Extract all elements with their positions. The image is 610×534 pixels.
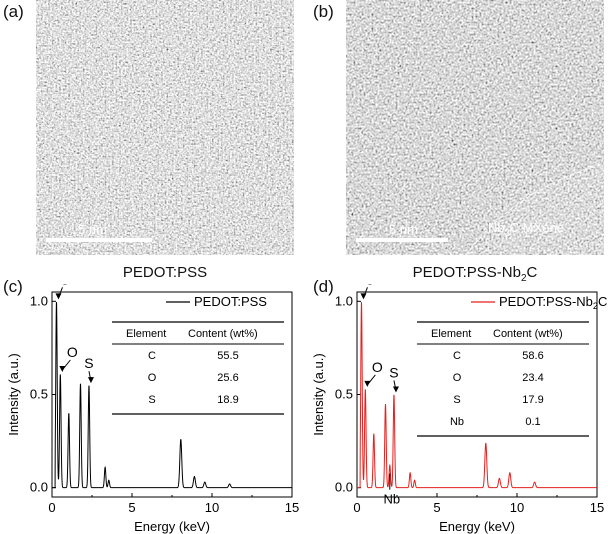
panel-label-d: (d) <box>313 277 334 296</box>
y-tick-label: 1.0 <box>30 293 48 308</box>
x-tick-label: 10 <box>205 500 219 515</box>
scalebar-label-a: 5 nm <box>78 222 107 237</box>
table-cell: C <box>148 350 156 362</box>
table-header: Element <box>126 328 166 340</box>
y-tick-label: 0.0 <box>30 480 48 495</box>
x-tick-label: 5 <box>128 500 135 515</box>
annotation-label: O <box>372 359 383 375</box>
y-tick-label: 0.0 <box>335 480 353 495</box>
x-tick-label: 5 <box>433 500 440 515</box>
caption-b: PEDOT:PSS-Nb2C <box>412 264 538 284</box>
y-tick-label: 0.5 <box>30 387 48 402</box>
annotation-label: C <box>59 284 69 287</box>
x-tick-label: 15 <box>285 500 299 515</box>
panel-label-b: (b) <box>313 2 334 21</box>
eds-chart-pedot-pss-nb2c: 0 5 10 15 0.0 0.5 1.0 Energy (keV) Intensity (a.… <box>311 284 607 534</box>
x-tick-label: 15 <box>590 500 604 515</box>
annotation-label: S <box>84 355 93 371</box>
x-axis-label: Energy (keV) <box>439 519 515 534</box>
annotation-label: S <box>389 365 398 381</box>
table-cell: 55.5 <box>217 350 238 362</box>
annotation-label: O <box>67 344 78 360</box>
table-cell: S <box>453 394 460 406</box>
scalebar-label-b: 5 nm <box>389 222 418 237</box>
legend-entry: PEDOT:PSS-Nb2C <box>499 294 607 311</box>
table-cell: Nb <box>450 416 464 428</box>
x-tick-label: 10 <box>510 500 524 515</box>
table-cell: 23.4 <box>522 372 543 384</box>
annotation-arrowhead <box>392 386 399 393</box>
tem-image-pedot-pss <box>36 0 294 255</box>
eds-chart-pedot-pss: 0 5 10 15 0.0 0.5 1.0 Energy (keV) Intensity (a.… <box>6 284 299 534</box>
annotation-arrowhead <box>364 380 371 387</box>
table-header: Content (wt%) <box>188 328 258 340</box>
table-cell: 18.9 <box>217 394 238 406</box>
x-tick-label: 0 <box>353 500 360 515</box>
table-cell: S <box>148 394 155 406</box>
annotation-arrowhead <box>55 293 62 300</box>
y-axis-label: Intensity (a.u.) <box>6 353 21 435</box>
spectrum-line <box>52 302 292 489</box>
table-cell: O <box>453 372 462 384</box>
caption-a: PEDOT:PSS <box>122 264 208 281</box>
y-tick-label: 0.5 <box>335 387 353 402</box>
annotation-label: Nb <box>383 492 400 507</box>
y-tick-label: 1.0 <box>335 293 353 308</box>
table-cell: 25.6 <box>217 372 238 384</box>
table-cell: 17.9 <box>522 394 543 406</box>
table-cell: 0.1 <box>525 416 540 428</box>
annotation-arrowhead <box>360 293 367 300</box>
panel-label-c: (c) <box>3 277 23 296</box>
panel-label-a: (a) <box>3 2 24 21</box>
tem-image-pedot-pss-nb2c <box>346 0 604 255</box>
x-axis-label: Energy (keV) <box>134 519 210 534</box>
legend-entry: PEDOT:PSS <box>194 294 267 309</box>
table-cell: C <box>453 350 461 362</box>
x-tick-label: 0 <box>48 500 55 515</box>
table-cell: O <box>148 372 157 384</box>
mxene-annotation: Nb2C MXene <box>488 220 564 238</box>
annotation-arrowhead <box>87 377 94 384</box>
annotation-arrowhead <box>59 366 66 372</box>
y-axis-label: Intensity (a.u.) <box>311 353 326 435</box>
spectrum-line <box>357 302 597 489</box>
annotation-label: C <box>364 284 374 287</box>
table-cell: 58.6 <box>522 350 543 362</box>
table-header: Element <box>431 328 471 340</box>
table-header: Content (wt%) <box>493 328 563 340</box>
